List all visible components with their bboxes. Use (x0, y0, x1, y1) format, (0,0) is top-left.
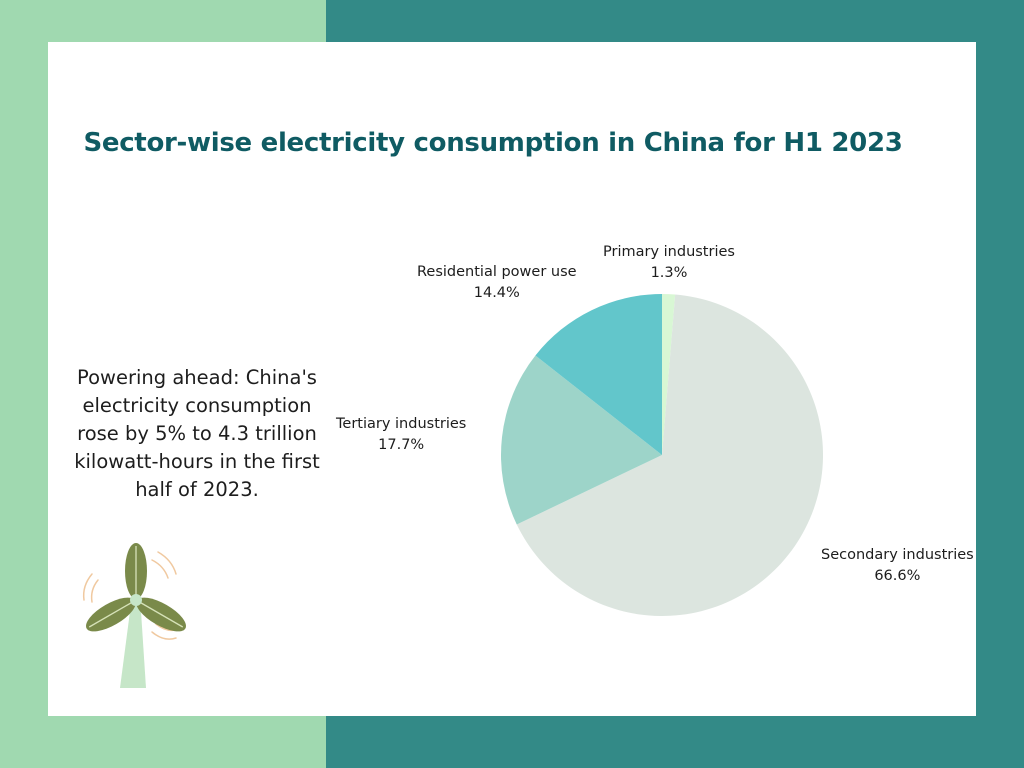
label-primary-industries: Primary industries 1.3% (603, 242, 735, 284)
label-secondary-industries: Secondary industries 66.6% (821, 545, 974, 587)
label-tertiary-industries-name: Tertiary industries (336, 416, 467, 432)
pie-slice-primary-industries (662, 294, 676, 455)
chart-title: Sector-wise electricity consumption in C… (83, 128, 903, 158)
label-residential-power-use-value: 14.4% (473, 285, 520, 301)
pie-slice-secondary-industries (516, 294, 824, 617)
label-primary-industries-name: Primary industries (603, 244, 735, 260)
label-tertiary-industries-value: 17.7% (378, 437, 425, 453)
description-text: Powering ahead: China's electricity cons… (74, 366, 320, 501)
pie-slice-tertiary-industries (501, 355, 662, 525)
label-tertiary-industries: Tertiary industries 17.7% (336, 414, 466, 456)
pie-chart (501, 294, 824, 617)
pie-slice-residential-power-use (535, 294, 662, 455)
label-residential-power-use-name: Residential power use (417, 264, 577, 280)
label-secondary-industries-name: Secondary industries (821, 547, 974, 563)
wind-turbine-icon (82, 543, 186, 688)
label-secondary-industries-value: 66.6% (874, 568, 921, 584)
label-primary-industries-value: 1.3% (650, 265, 688, 281)
chart-card: Sector-wise electricity consumption in C… (48, 42, 976, 716)
label-residential-power-use: Residential power use 14.4% (417, 262, 577, 304)
